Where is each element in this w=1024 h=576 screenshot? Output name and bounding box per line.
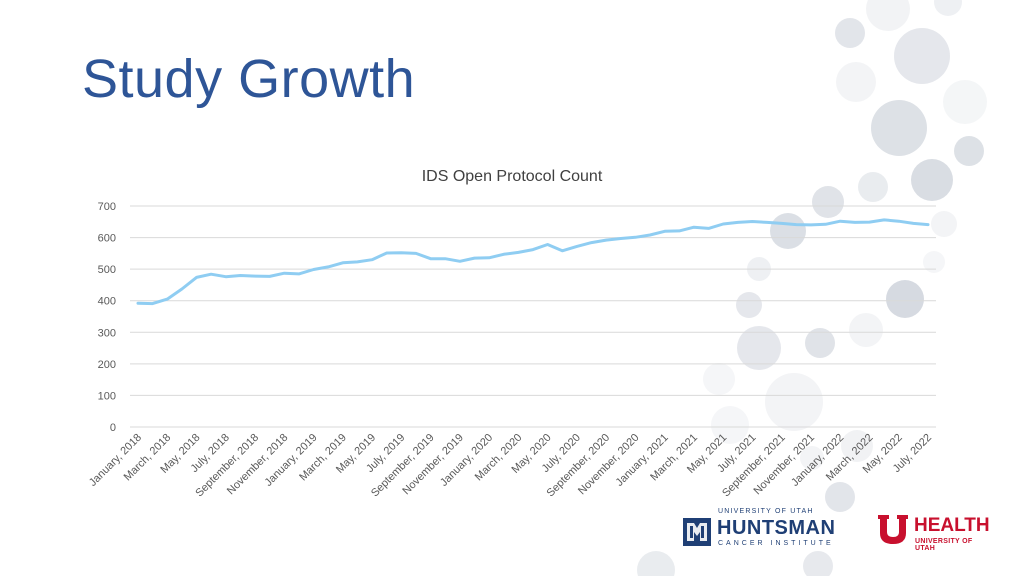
health-logo-name: HEALTH	[914, 515, 990, 536]
y-tick-label: 700	[98, 201, 116, 213]
huntsman-logo-top: UNIVERSITY OF UTAH	[718, 508, 814, 515]
health-logo-sub: UNIVERSITY OF UTAH	[915, 538, 973, 552]
y-tick-label: 500	[98, 264, 116, 276]
y-axis-ticks: 0 100 200 300 400 500 600 700	[98, 201, 116, 434]
y-tick-label: 600	[98, 233, 116, 245]
huntsman-emblem-icon	[683, 518, 711, 546]
huntsman-logo-name: HUNTSMAN	[717, 517, 836, 539]
page-title: Study Growth	[82, 49, 416, 109]
y-tick-label: 100	[98, 390, 116, 402]
huntsman-logo: UNIVERSITY OF UTAH HUNTSMAN CANCER INSTI…	[682, 508, 848, 548]
chart-title: IDS Open Protocol Count	[421, 168, 603, 185]
series-lines	[136, 218, 930, 306]
uofu-health-logo: HEALTH UNIVERSITY OF UTAH	[876, 512, 992, 552]
y-tick-label: 300	[98, 327, 116, 339]
huntsman-logo-sub: CANCER INSTITUTE	[718, 540, 834, 547]
series-line	[136, 218, 930, 306]
y-tick-label: 400	[98, 296, 116, 308]
y-tick-label: 0	[110, 422, 116, 434]
block-u-icon	[878, 515, 908, 544]
y-tick-label: 200	[98, 359, 116, 371]
gridlines	[130, 205, 936, 428]
